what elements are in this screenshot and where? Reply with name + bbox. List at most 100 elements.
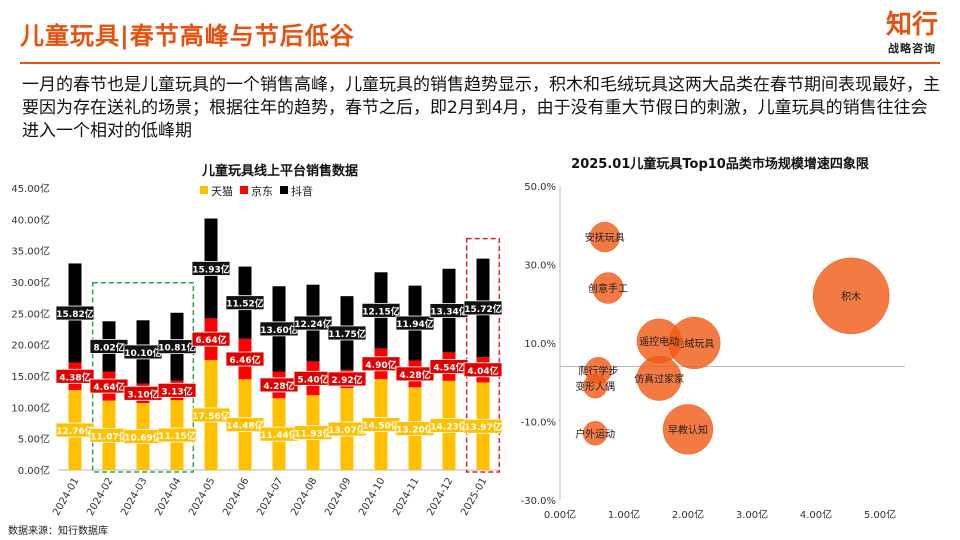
data-label: 10.69亿 <box>124 432 161 444</box>
y-tick-label: 5.00亿 <box>18 433 50 446</box>
y-tick-label: 50.0% <box>524 182 556 193</box>
y-tick-label: 25.00亿 <box>11 307 50 320</box>
data-label: 13.97亿 <box>464 421 501 433</box>
data-label: 13.34亿 <box>430 306 467 318</box>
legend-label: 京东 <box>251 184 273 198</box>
x-tick-label: 2.00亿 <box>672 508 704 521</box>
data-label-bg <box>157 339 197 355</box>
data-label: 6.46亿 <box>229 354 260 366</box>
legend-label: 天猫 <box>211 185 233 198</box>
legend-label: 抖音 <box>291 184 313 198</box>
data-label: 11.93亿 <box>294 428 331 440</box>
data-label-bg <box>225 417 265 433</box>
data-label: 15.72亿 <box>464 303 501 315</box>
y-tick-label: 10.00亿 <box>11 401 50 414</box>
page-title: 儿童玩具|春节高峰与节后低谷 <box>20 22 355 50</box>
bubble <box>582 421 608 446</box>
data-label: 4.04亿 <box>467 365 498 377</box>
x-tick-label: 2024-11 <box>391 476 421 518</box>
bubble <box>589 221 620 253</box>
x-tick-label: 2024-05 <box>187 476 217 518</box>
data-label-bg <box>327 325 367 341</box>
data-label-bg <box>55 368 95 384</box>
bubble <box>812 257 890 335</box>
data-label-bg <box>293 315 333 331</box>
data-label-bg <box>225 295 265 311</box>
bubble-chart-title: 2025.01儿童玩具Top10品类市场规模增速四象限 <box>571 157 869 172</box>
data-label: 3.10亿 <box>127 388 158 400</box>
data-label: 4.38亿 <box>59 371 90 383</box>
x-tick-label: 2024-02 <box>85 476 115 518</box>
x-tick-label: 2024-10 <box>357 476 387 518</box>
x-tick-label: 2024-04 <box>153 476 183 518</box>
bubble-label: 变形人偶 <box>575 380 615 393</box>
source-note: 数据来源：知行数据库 <box>8 526 108 537</box>
bubble-label: 爬行学步 <box>578 364 618 377</box>
x-tick-label: 2024-09 <box>323 476 353 518</box>
data-label: 13.60亿 <box>260 324 297 336</box>
x-tick-label: 2024-08 <box>289 476 319 518</box>
bubble <box>582 373 608 399</box>
x-tick-label: 2024-12 <box>425 476 455 518</box>
data-label-bg <box>55 305 95 321</box>
data-label-bg <box>157 382 197 398</box>
highlight-box <box>91 282 195 473</box>
y-tick-label: -10.0% <box>521 418 556 429</box>
x-tick-label: 1.00亿 <box>608 508 640 521</box>
data-label: 13.07亿 <box>328 424 365 436</box>
x-tick-label: 0.00亿 <box>544 508 576 521</box>
data-label-bg <box>463 362 503 378</box>
y-tick-label: 15.00亿 <box>11 370 50 383</box>
x-tick-label: 3.00亿 <box>736 508 768 521</box>
y-tick-label: 20.00亿 <box>11 339 50 352</box>
data-label: 4.90亿 <box>365 359 396 371</box>
y-tick-label: 30.00亿 <box>11 276 50 289</box>
y-tick-label: -30.0% <box>521 496 556 507</box>
data-label: 17.56亿 <box>192 410 229 422</box>
data-label: 13.20亿 <box>396 424 433 436</box>
data-label: 12.15亿 <box>362 305 399 317</box>
data-label: 12.76亿 <box>56 425 93 437</box>
y-tick-label: 45.00亿 <box>11 182 50 195</box>
data-label-bg <box>157 427 197 443</box>
bubble-label: 积木 <box>841 291 861 303</box>
x-tick-label: 2025-01 <box>459 476 489 518</box>
data-label: 11.15亿 <box>158 430 195 442</box>
bubble-label: 毛绒玩具 <box>674 337 714 350</box>
bubble <box>636 355 682 401</box>
legend-swatch <box>280 186 288 194</box>
data-label: 6.64亿 <box>195 334 226 346</box>
data-label: 4.28亿 <box>399 369 430 381</box>
bubble <box>592 272 624 304</box>
x-tick-label: 5.00亿 <box>864 508 896 521</box>
legend-swatch <box>240 186 248 194</box>
data-label: 11.52亿 <box>226 298 263 310</box>
bubble-label: 仿真过家家 <box>634 372 684 385</box>
data-label: 5.40亿 <box>297 373 328 385</box>
data-label-bg <box>361 302 401 318</box>
data-label-bg <box>191 331 231 347</box>
title-divider <box>20 62 940 64</box>
highlight-box <box>465 237 501 473</box>
x-tick-label: 2024-06 <box>221 476 251 518</box>
data-label-bg <box>463 418 503 434</box>
data-label: 10.10亿 <box>124 347 161 359</box>
logo-sub-text: 战略咨询 <box>887 42 936 55</box>
description-text: 一月的春节也是儿童玩具的一个销售高峰，儿童玩具的销售趋势显示，积木和毛绒玩具这两… <box>22 75 940 141</box>
x-tick-label: 2024-03 <box>119 476 149 518</box>
legend-swatch <box>200 186 208 194</box>
bubble <box>662 404 714 455</box>
bubble-label: 早教认知 <box>668 423 708 436</box>
data-label: 3.13亿 <box>161 385 192 397</box>
y-tick-label: 30.0% <box>524 261 556 272</box>
logo-main-text: 知行 <box>885 10 938 40</box>
data-label: 11.75亿 <box>328 328 365 340</box>
x-tick-label: 2024-07 <box>255 476 285 518</box>
brand-logo: 知行 战略咨询 <box>886 10 938 56</box>
y-tick-label: 0.00亿 <box>18 464 50 477</box>
data-label: 11.44亿 <box>260 429 297 441</box>
y-tick-label: 10.0% <box>524 339 556 350</box>
bubble-label: 创意手工 <box>588 282 628 295</box>
bar-chart-title: 儿童玩具线上平台销售数据 <box>201 164 358 179</box>
